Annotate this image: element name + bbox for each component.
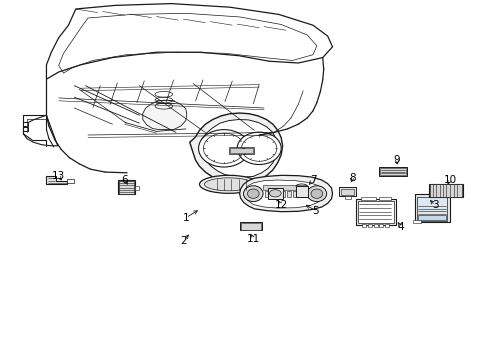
Bar bbox=[295, 186, 307, 197]
Bar bbox=[379, 224, 383, 227]
Bar bbox=[339, 187, 355, 196]
Text: 13: 13 bbox=[52, 171, 65, 181]
Text: 3: 3 bbox=[431, 200, 438, 210]
Text: 10: 10 bbox=[443, 175, 455, 185]
Polygon shape bbox=[189, 113, 282, 184]
Bar bbox=[240, 223, 260, 230]
Ellipse shape bbox=[237, 132, 281, 165]
Polygon shape bbox=[46, 176, 67, 184]
Text: 11: 11 bbox=[246, 234, 260, 244]
Bar bbox=[279, 191, 284, 197]
Bar bbox=[417, 215, 446, 220]
Bar bbox=[293, 191, 298, 197]
Bar bbox=[385, 224, 388, 227]
Bar bbox=[367, 224, 371, 227]
Bar bbox=[264, 191, 269, 197]
Polygon shape bbox=[46, 4, 332, 79]
Polygon shape bbox=[239, 175, 332, 212]
Text: 2: 2 bbox=[180, 236, 186, 246]
Text: 1: 1 bbox=[182, 213, 189, 223]
Bar bbox=[429, 184, 461, 197]
Bar bbox=[355, 199, 395, 225]
Bar bbox=[358, 201, 393, 223]
Bar bbox=[412, 220, 420, 223]
Bar bbox=[267, 188, 282, 199]
Bar bbox=[67, 179, 74, 183]
Bar bbox=[360, 197, 375, 200]
Text: 5: 5 bbox=[311, 206, 318, 216]
Text: 12: 12 bbox=[274, 200, 287, 210]
Ellipse shape bbox=[243, 186, 263, 202]
Bar bbox=[380, 168, 405, 175]
Ellipse shape bbox=[198, 130, 249, 167]
Text: 9: 9 bbox=[393, 155, 400, 165]
Bar bbox=[378, 167, 407, 176]
Text: 4: 4 bbox=[397, 222, 404, 232]
Bar bbox=[228, 147, 254, 154]
Bar bbox=[300, 191, 305, 197]
Text: 7: 7 bbox=[309, 175, 316, 185]
Bar bbox=[286, 191, 291, 197]
Bar bbox=[340, 189, 353, 195]
Text: 6: 6 bbox=[121, 175, 128, 185]
Ellipse shape bbox=[310, 189, 322, 198]
Bar bbox=[239, 222, 261, 230]
Bar bbox=[361, 224, 365, 227]
Text: 8: 8 bbox=[348, 173, 355, 183]
Bar bbox=[428, 184, 462, 197]
Ellipse shape bbox=[269, 190, 281, 197]
Bar bbox=[373, 224, 377, 227]
Ellipse shape bbox=[306, 186, 326, 202]
Bar bbox=[118, 180, 135, 194]
Bar bbox=[272, 191, 277, 197]
Bar bbox=[135, 186, 139, 190]
Polygon shape bbox=[142, 100, 186, 130]
Bar bbox=[119, 181, 134, 194]
Bar bbox=[345, 196, 350, 199]
Polygon shape bbox=[243, 180, 323, 208]
Bar bbox=[416, 197, 447, 221]
Bar bbox=[414, 194, 449, 222]
Polygon shape bbox=[23, 115, 58, 146]
Polygon shape bbox=[199, 120, 277, 177]
Ellipse shape bbox=[204, 178, 253, 191]
Bar bbox=[263, 185, 305, 190]
Bar bbox=[23, 127, 28, 131]
Bar bbox=[378, 197, 390, 200]
Bar bbox=[229, 148, 253, 153]
Bar bbox=[23, 122, 28, 126]
Ellipse shape bbox=[247, 189, 259, 198]
Bar bbox=[439, 192, 448, 195]
Ellipse shape bbox=[199, 175, 258, 193]
